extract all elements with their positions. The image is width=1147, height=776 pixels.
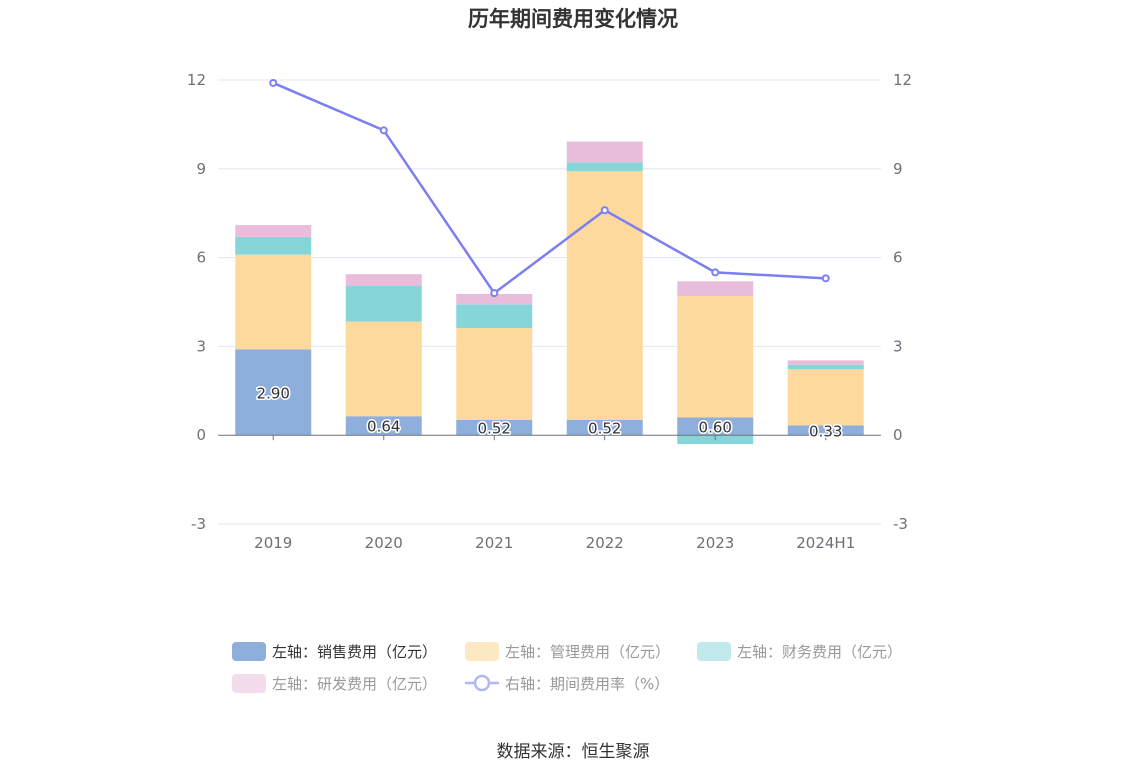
line-series (269, 78, 830, 298)
legend-item[interactable]: 左轴：财务费用（亿元） (697, 642, 902, 661)
data-label: 0.52 (588, 420, 621, 438)
data-source: 数据来源：恒生聚源 (497, 742, 650, 762)
data-label: 0.33 (809, 422, 842, 440)
x-tick-label: 2019 (254, 534, 292, 552)
legend-label: 右轴：期间费用率（%） (505, 675, 669, 693)
bar-segment[interactable] (566, 419, 643, 436)
bar-segment[interactable] (235, 225, 312, 237)
bar-segment[interactable] (235, 236, 312, 255)
bar-segment[interactable] (566, 162, 643, 172)
right-tick-label: 9 (893, 160, 903, 178)
legend-item[interactable]: 左轴：研发费用（亿元） (232, 674, 437, 693)
left-tick-label: 6 (196, 249, 206, 267)
legend[interactable]: 左轴：销售费用（亿元） 左轴：管理费用（亿元） 左轴：财务费用（亿元） 左轴：研发费用… (232, 642, 902, 693)
grid-lines (218, 79, 881, 525)
data-label: 2.90 (257, 384, 290, 402)
bar-segment[interactable] (456, 419, 533, 436)
bar-segment[interactable] (566, 141, 643, 163)
bar-segment[interactable] (345, 274, 422, 287)
right-tick-label: 3 (893, 337, 903, 355)
bar-segment[interactable] (787, 369, 864, 426)
legend-label: 左轴：管理费用（亿元） (505, 643, 670, 661)
legend-item[interactable]: 右轴：期间费用率（%） (465, 674, 669, 693)
bar-segment[interactable] (345, 416, 422, 436)
line-path (272, 81, 826, 295)
data-label: 0.64 (367, 418, 400, 436)
right-tick-label: 6 (893, 249, 903, 267)
bar-segment[interactable] (456, 294, 533, 305)
legend-swatch (232, 674, 266, 693)
legend-marker-icon (473, 674, 491, 692)
left-tick-label: 3 (196, 337, 206, 355)
left-tick-label: 0 (196, 426, 206, 444)
left-tick-label: -3 (191, 515, 206, 533)
right-axis: -3 0 3 6 9 12 (893, 71, 912, 533)
left-axis: -3 0 3 6 9 12 (187, 71, 206, 533)
chart-title: 历年期间费用变化情况 (468, 7, 678, 31)
line-point[interactable] (379, 126, 388, 135)
left-tick-label: 12 (187, 71, 206, 89)
line-point[interactable] (490, 289, 499, 298)
left-tick-label: 9 (196, 160, 206, 178)
legend-label: 左轴：销售费用（亿元） (272, 643, 437, 661)
bar-segment[interactable] (456, 328, 533, 420)
bar-series (235, 141, 864, 445)
right-tick-label: 12 (893, 71, 912, 89)
legend-label: 左轴：研发费用（亿元） (272, 675, 437, 693)
data-label: 0.60 (699, 418, 732, 436)
x-tick-label: 2023 (696, 534, 734, 552)
x-tick-label: 2020 (365, 534, 403, 552)
bar-segment[interactable] (787, 360, 864, 365)
bar-segment[interactable] (677, 417, 754, 436)
bar-segment[interactable] (235, 349, 312, 436)
legend-swatch (465, 642, 499, 661)
data-labels: 2.90 0.64 0.52 0.52 0.60 0.33 (255, 383, 844, 442)
x-tick-label: 2022 (586, 534, 624, 552)
bar-segment[interactable] (235, 254, 312, 350)
x-tick-label: 2024H1 (796, 534, 855, 552)
legend-swatch (697, 642, 731, 661)
x-tick-label: 2021 (475, 534, 513, 552)
bar-segment[interactable] (345, 286, 422, 322)
x-axis (218, 434, 881, 441)
bar-segment[interactable] (677, 281, 754, 297)
line-point[interactable] (269, 78, 278, 87)
legend-swatch (232, 642, 266, 661)
legend-item[interactable]: 左轴：管理费用（亿元） (465, 642, 670, 661)
bar-segment[interactable] (787, 364, 864, 370)
bar-segment[interactable] (456, 304, 533, 329)
x-axis-ticks: 2019 2020 2021 2022 2023 2024H1 (254, 534, 855, 552)
bar-segment[interactable] (787, 425, 864, 436)
line-point[interactable] (821, 274, 830, 283)
right-tick-label: 0 (893, 426, 903, 444)
line-point[interactable] (711, 268, 720, 277)
data-label: 0.52 (478, 420, 511, 438)
legend-item[interactable]: 左轴：销售费用（亿元） (232, 642, 437, 661)
bar-segment[interactable] (677, 296, 754, 418)
line-point[interactable] (600, 206, 609, 215)
legend-label: 左轴：财务费用（亿元） (737, 643, 902, 661)
bar-segment[interactable] (345, 321, 422, 417)
right-tick-label: -3 (893, 515, 908, 533)
